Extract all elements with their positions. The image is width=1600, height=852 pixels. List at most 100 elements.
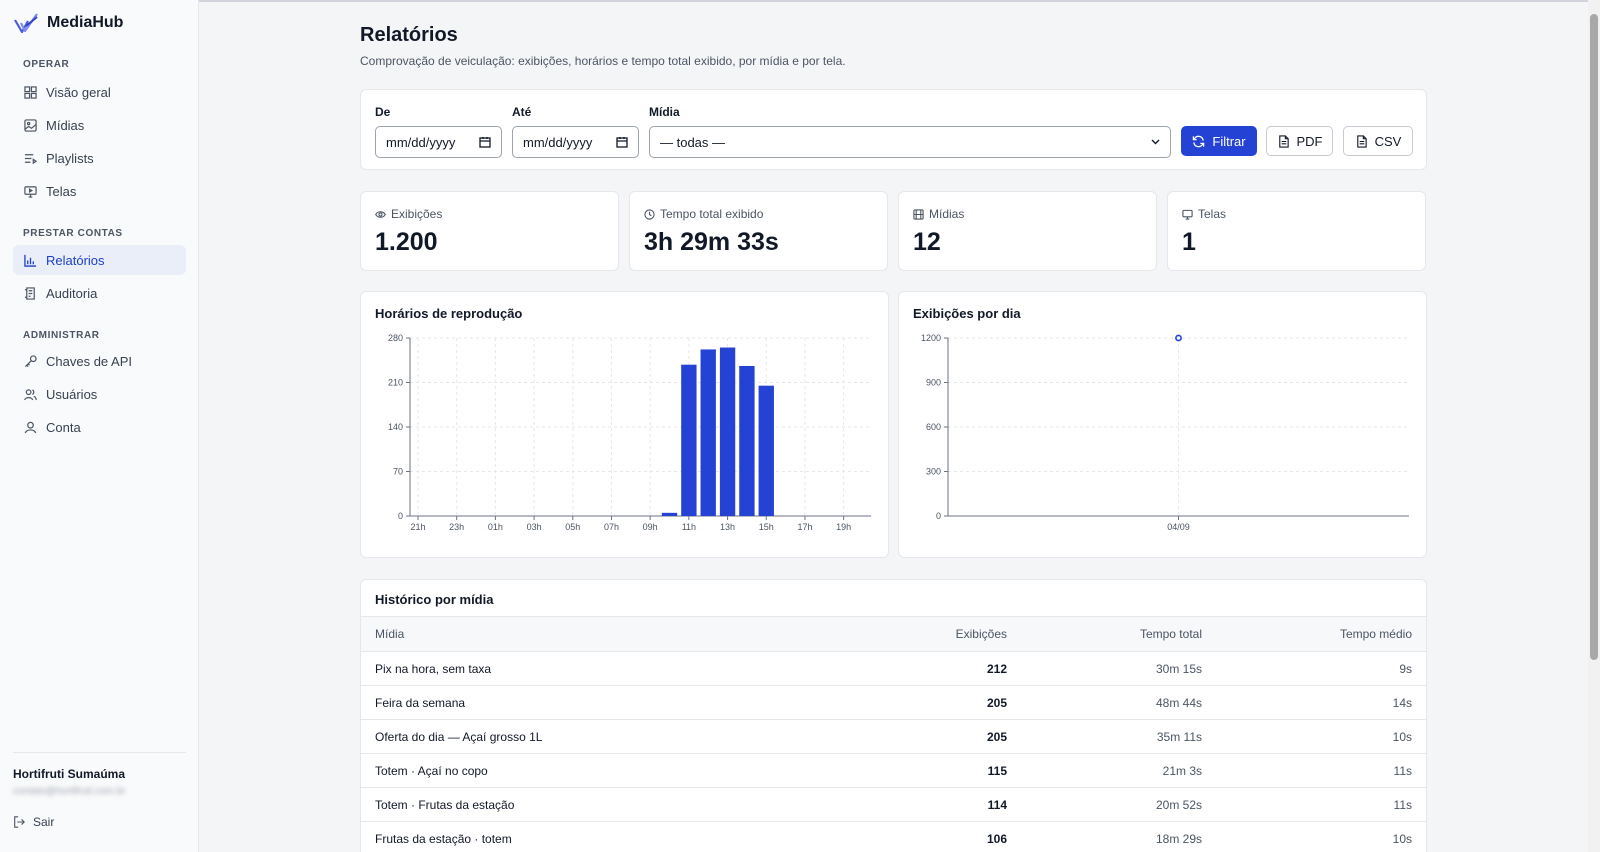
pdf-button-label: PDF: [1296, 133, 1323, 149]
to-date-input[interactable]: mm/dd/yyyy: [512, 126, 639, 158]
stat-card-midias: Mídias 12: [898, 191, 1157, 271]
from-date-input[interactable]: mm/dd/yyyy: [375, 126, 502, 158]
x-tick-label: 15h: [759, 522, 774, 532]
sidebar-item-label: Relatórios: [46, 252, 105, 268]
column-header-tempo-medio[interactable]: Tempo médio: [1216, 616, 1426, 652]
calendar-icon[interactable]: [616, 136, 628, 148]
sidebar-item-chaves-de-api[interactable]: Chaves de API: [13, 346, 186, 376]
x-tick-label: 19h: [836, 522, 851, 532]
sidebar-item-conta[interactable]: Conta: [13, 412, 186, 442]
nav-section-prestar-contas: PRESTAR CONTAS: [23, 228, 123, 239]
sidebar-item-usuarios[interactable]: Usuários: [13, 379, 186, 409]
y-tick-label: 300: [926, 467, 941, 477]
chart-bar: [681, 364, 697, 516]
brand[interactable]: MediaHub: [14, 12, 123, 34]
history-card: Histórico por mídia Mídia Exibições Temp…: [360, 579, 1427, 852]
cell-midia: Frutas da estação · totem: [361, 821, 861, 852]
sidebar-item-telas[interactable]: Telas: [13, 176, 186, 206]
sidebar-item-visao-geral[interactable]: Visão geral: [13, 77, 186, 107]
to-date-placeholder: mm/dd/yyyy: [523, 134, 593, 150]
table-row[interactable]: Feira da semana 205 48m 44s 14s: [361, 685, 1426, 720]
cell-midia: Totem · Açaí no copo: [361, 753, 861, 788]
clock-icon: [644, 208, 655, 220]
image-icon: [24, 118, 37, 132]
media-label: Mídia: [649, 105, 680, 119]
sidebar-item-label: Playlists: [46, 150, 94, 166]
cell-tempo-medio: 14s: [1216, 685, 1426, 720]
sidebar-item-label: Auditoria: [46, 285, 98, 301]
cell-exibicoes: 115: [861, 753, 1021, 788]
calendar-icon[interactable]: [479, 136, 491, 148]
filter-button[interactable]: Filtrar: [1181, 126, 1257, 156]
x-tick-label: 21h: [410, 522, 425, 532]
y-tick-label: 0: [936, 511, 941, 521]
x-tick-label: 17h: [797, 522, 812, 532]
refresh-icon: [1193, 135, 1205, 147]
x-tick-label: 03h: [527, 522, 542, 532]
monitor-icon: [24, 185, 37, 198]
table-row[interactable]: Totem · Frutas da estação 114 20m 52s 11s: [361, 787, 1426, 822]
chart-bar: [758, 385, 774, 516]
y-tick-label: 140: [388, 422, 403, 432]
cell-tempo-total: 30m 15s: [1021, 651, 1216, 686]
cell-tempo-total: 21m 3s: [1021, 753, 1216, 788]
logout-icon: [14, 816, 25, 828]
x-tick-label: 13h: [720, 522, 735, 532]
stat-label-text: Tempo total exibido: [660, 207, 764, 221]
monitor-icon: [1182, 209, 1193, 220]
scrollbar-thumb[interactable]: [1590, 14, 1598, 660]
table-row[interactable]: Pix na hora, sem taxa 212 30m 15s 9s: [361, 651, 1426, 686]
sidebar-item-label: Mídias: [46, 117, 85, 133]
y-tick-label: 900: [926, 378, 941, 388]
sidebar-item-label: Conta: [46, 419, 81, 435]
daily-chart-card: Exibições por dia 0 300 600 900 1200 04/09: [898, 291, 1427, 558]
media-select[interactable]: — todas —: [649, 126, 1171, 158]
chart-bar: [700, 349, 716, 516]
x-tick-label: 09h: [643, 522, 658, 532]
column-header-tempo-total[interactable]: Tempo total: [1021, 616, 1216, 652]
sidebar-item-playlists[interactable]: Playlists: [13, 143, 186, 173]
sidebar-item-label: Chaves de API: [46, 353, 132, 369]
cell-midia: Pix na hora, sem taxa: [361, 651, 861, 686]
from-date-placeholder: mm/dd/yyyy: [386, 134, 456, 150]
stat-label: Mídias: [913, 207, 964, 221]
column-header-midia[interactable]: Mídia: [361, 616, 861, 652]
x-tick-label: 05h: [565, 522, 580, 532]
daily-line-chart: 0 300 600 900 1200 04/09: [921, 333, 1409, 532]
table-row[interactable]: Oferta do dia — Açaí grosso 1L 205 35m 11s…: [361, 719, 1426, 754]
csv-button[interactable]: CSV: [1343, 126, 1413, 156]
sidebar-item-relatorios[interactable]: Relatórios: [13, 245, 186, 275]
logout-label: Sair: [33, 815, 55, 829]
playlist-icon: [24, 153, 37, 164]
table-row[interactable]: Frutas da estação · totem 106 18m 29s 10s: [361, 821, 1426, 852]
cell-midia: Feira da semana: [361, 685, 861, 720]
column-header-exibicoes[interactable]: Exibições: [861, 616, 1021, 652]
stat-card-telas: Telas 1: [1167, 191, 1426, 271]
logout-button[interactable]: Sair: [13, 815, 54, 829]
filter-button-label: Filtrar: [1212, 133, 1246, 149]
y-tick-label: 280: [388, 333, 403, 343]
sidebar-item-label: Telas: [46, 183, 77, 199]
stat-label: Telas: [1182, 207, 1226, 221]
stat-card-exibicoes: Exibições 1.200: [360, 191, 619, 271]
chart-bar: [719, 347, 736, 516]
cell-exibicoes: 205: [861, 685, 1021, 720]
sidebar-item-auditoria[interactable]: Auditoria: [13, 278, 186, 308]
key-icon: [24, 354, 37, 367]
chevron-down-icon: [1151, 139, 1160, 145]
y-tick-label: 210: [388, 378, 403, 388]
x-tick-label: 01h: [488, 522, 503, 532]
pdf-button[interactable]: PDF: [1266, 126, 1333, 156]
cell-exibicoes: 205: [861, 719, 1021, 754]
x-tick-label: 23h: [449, 522, 464, 532]
y-tick-label: 1200: [921, 333, 941, 343]
page-scrollbar[interactable]: [1588, 0, 1600, 852]
window-top-border: [0, 0, 1600, 2]
stat-value: 3h 29m 33s: [644, 228, 779, 256]
page-subtitle: Comprovação de veiculação: exibições, ho…: [360, 54, 846, 68]
table-row[interactable]: Totem · Açaí no copo 115 21m 3s 11s: [361, 753, 1426, 788]
csv-button-label: CSV: [1374, 133, 1402, 149]
user-icon: [24, 421, 37, 433]
hourly-chart-card: Horários de reprodução 0 70 140 210 280 21h 23…: [360, 291, 889, 558]
sidebar-item-midias[interactable]: Mídias: [13, 110, 186, 140]
